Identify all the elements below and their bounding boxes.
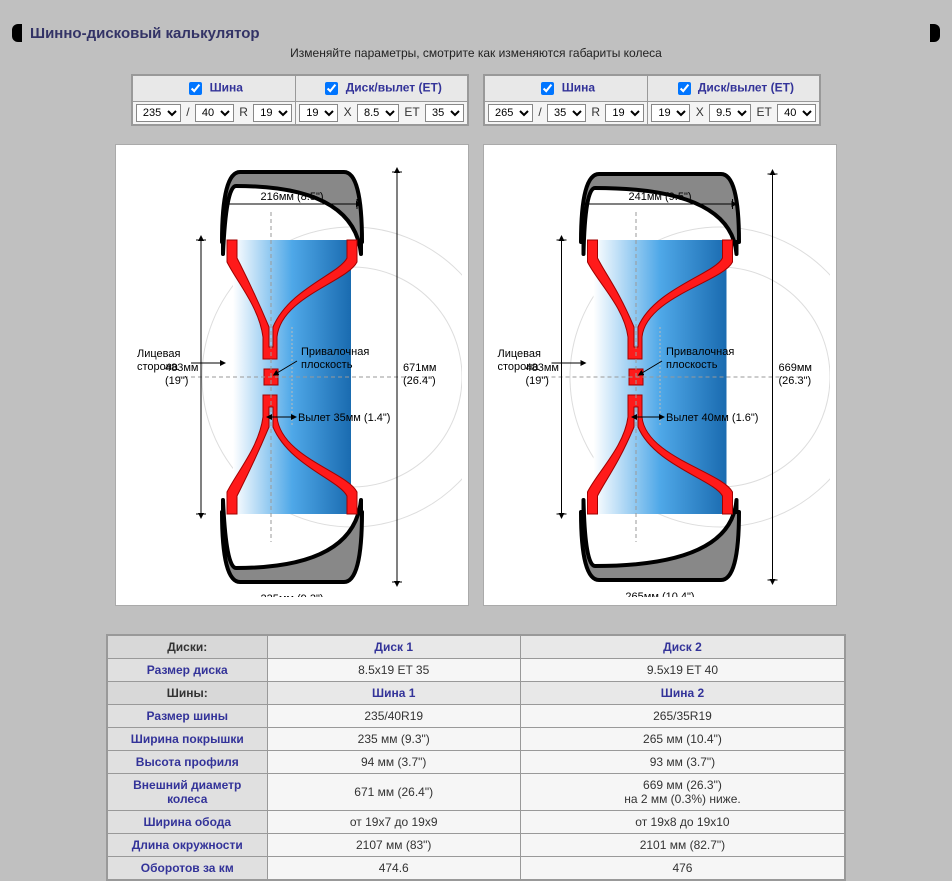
svg-text:241мм (9.5"): 241мм (9.5") bbox=[628, 191, 691, 203]
diagram-row: 216мм (8.5")235мм (9.3")483мм(19")671мм(… bbox=[12, 144, 940, 606]
select-rim-diameter-1[interactable]: 19 bbox=[299, 104, 338, 122]
svg-text:216мм (8.5"): 216мм (8.5") bbox=[260, 191, 323, 203]
select-rim-width-1[interactable]: 8.5 bbox=[357, 104, 399, 122]
row-tire-size: Размер шины bbox=[107, 705, 267, 728]
title-row: Шинно-дисковый калькулятор bbox=[12, 24, 940, 42]
checkbox-rim-2[interactable] bbox=[678, 82, 691, 95]
section-tires: Шины: bbox=[107, 682, 267, 705]
wheel-diagram-1: 216мм (8.5")235мм (9.3")483мм(19")671мм(… bbox=[122, 157, 462, 597]
svg-text:Вылет 40мм (1.6"): Вылет 40мм (1.6") bbox=[666, 412, 758, 424]
row-circumference: Длина окружности bbox=[107, 834, 267, 857]
row-outer-diameter: Внешний диаметр колеса bbox=[107, 774, 267, 811]
svg-text:671мм(26.4"): 671мм(26.4") bbox=[403, 362, 436, 387]
select-tire-width-2[interactable]: 265 bbox=[488, 104, 533, 122]
row-profile-height: Высота профиля bbox=[107, 751, 267, 774]
col-disc-2: Диск 2 bbox=[520, 635, 845, 659]
select-tire-width-1[interactable]: 235 bbox=[136, 104, 181, 122]
checkbox-rim-1[interactable] bbox=[325, 82, 338, 95]
select-rim-et-2[interactable]: 40 bbox=[777, 104, 816, 122]
checkbox-tire-1[interactable] bbox=[189, 82, 202, 95]
diagram-2: 241мм (9.5")265мм (10.4")483мм(19")669мм… bbox=[483, 144, 837, 606]
params-row: Шина Диск/вылет (ET) 235 / 40 R 19 bbox=[12, 74, 940, 126]
svg-text:265мм (10.4"): 265мм (10.4") bbox=[625, 591, 694, 597]
select-rim-width-2[interactable]: 9.5 bbox=[709, 104, 751, 122]
svg-text:669мм(26.3"): 669мм(26.3") bbox=[779, 362, 812, 387]
results-table: Диски: Диск 1 Диск 2 Размер диска 8.5x19… bbox=[106, 634, 846, 881]
select-tire-radius-1[interactable]: 19 bbox=[253, 104, 292, 122]
svg-text:235мм (9.3"): 235мм (9.3") bbox=[260, 593, 323, 597]
row-revs-per-km: Оборотов за км bbox=[107, 857, 267, 881]
select-rim-diameter-2[interactable]: 19 bbox=[651, 104, 690, 122]
row-disc-size: Размер диска bbox=[107, 659, 267, 682]
col-disc-1: Диск 1 bbox=[267, 635, 520, 659]
svg-text:Лицеваясторона: Лицеваясторона bbox=[498, 348, 541, 373]
row-rim-width: Ширина обода bbox=[107, 811, 267, 834]
header-tire-1: Шина bbox=[132, 75, 296, 102]
select-tire-radius-2[interactable]: 19 bbox=[605, 104, 644, 122]
svg-text:Лицеваясторона: Лицеваясторона bbox=[137, 348, 180, 373]
header-rim-1: Диск/вылет (ET) bbox=[296, 75, 468, 102]
page-subtitle: Изменяйте параметры, смотрите как изменя… bbox=[12, 46, 940, 60]
params-table-1: Шина Диск/вылет (ET) 235 / 40 R 19 bbox=[131, 74, 469, 126]
page-title: Шинно-дисковый калькулятор bbox=[30, 25, 260, 42]
select-tire-profile-2[interactable]: 35 bbox=[547, 104, 586, 122]
section-discs: Диски: bbox=[107, 635, 267, 659]
diagram-1: 216мм (8.5")235мм (9.3")483мм(19")671мм(… bbox=[115, 144, 469, 606]
row-tread-width: Ширина покрышки bbox=[107, 728, 267, 751]
header-tire-2: Шина bbox=[484, 75, 648, 102]
col-tire-1: Шина 1 bbox=[267, 682, 520, 705]
svg-text:Вылет 35мм (1.4"): Вылет 35мм (1.4") bbox=[298, 412, 390, 424]
title-decor-left bbox=[12, 24, 22, 42]
select-tire-profile-1[interactable]: 40 bbox=[195, 104, 234, 122]
svg-text:Привалочнаяплоскость: Привалочнаяплоскость bbox=[301, 346, 369, 371]
title-decor-right bbox=[930, 24, 940, 42]
wheel-diagram-2: 241мм (9.5")265мм (10.4")483мм(19")669мм… bbox=[490, 157, 830, 597]
col-tire-2: Шина 2 bbox=[520, 682, 845, 705]
checkbox-tire-2[interactable] bbox=[541, 82, 554, 95]
select-rim-et-1[interactable]: 35 bbox=[425, 104, 464, 122]
params-table-2: Шина Диск/вылет (ET) 265 / 35 R 19 bbox=[483, 74, 821, 126]
header-rim-2: Диск/вылет (ET) bbox=[648, 75, 820, 102]
